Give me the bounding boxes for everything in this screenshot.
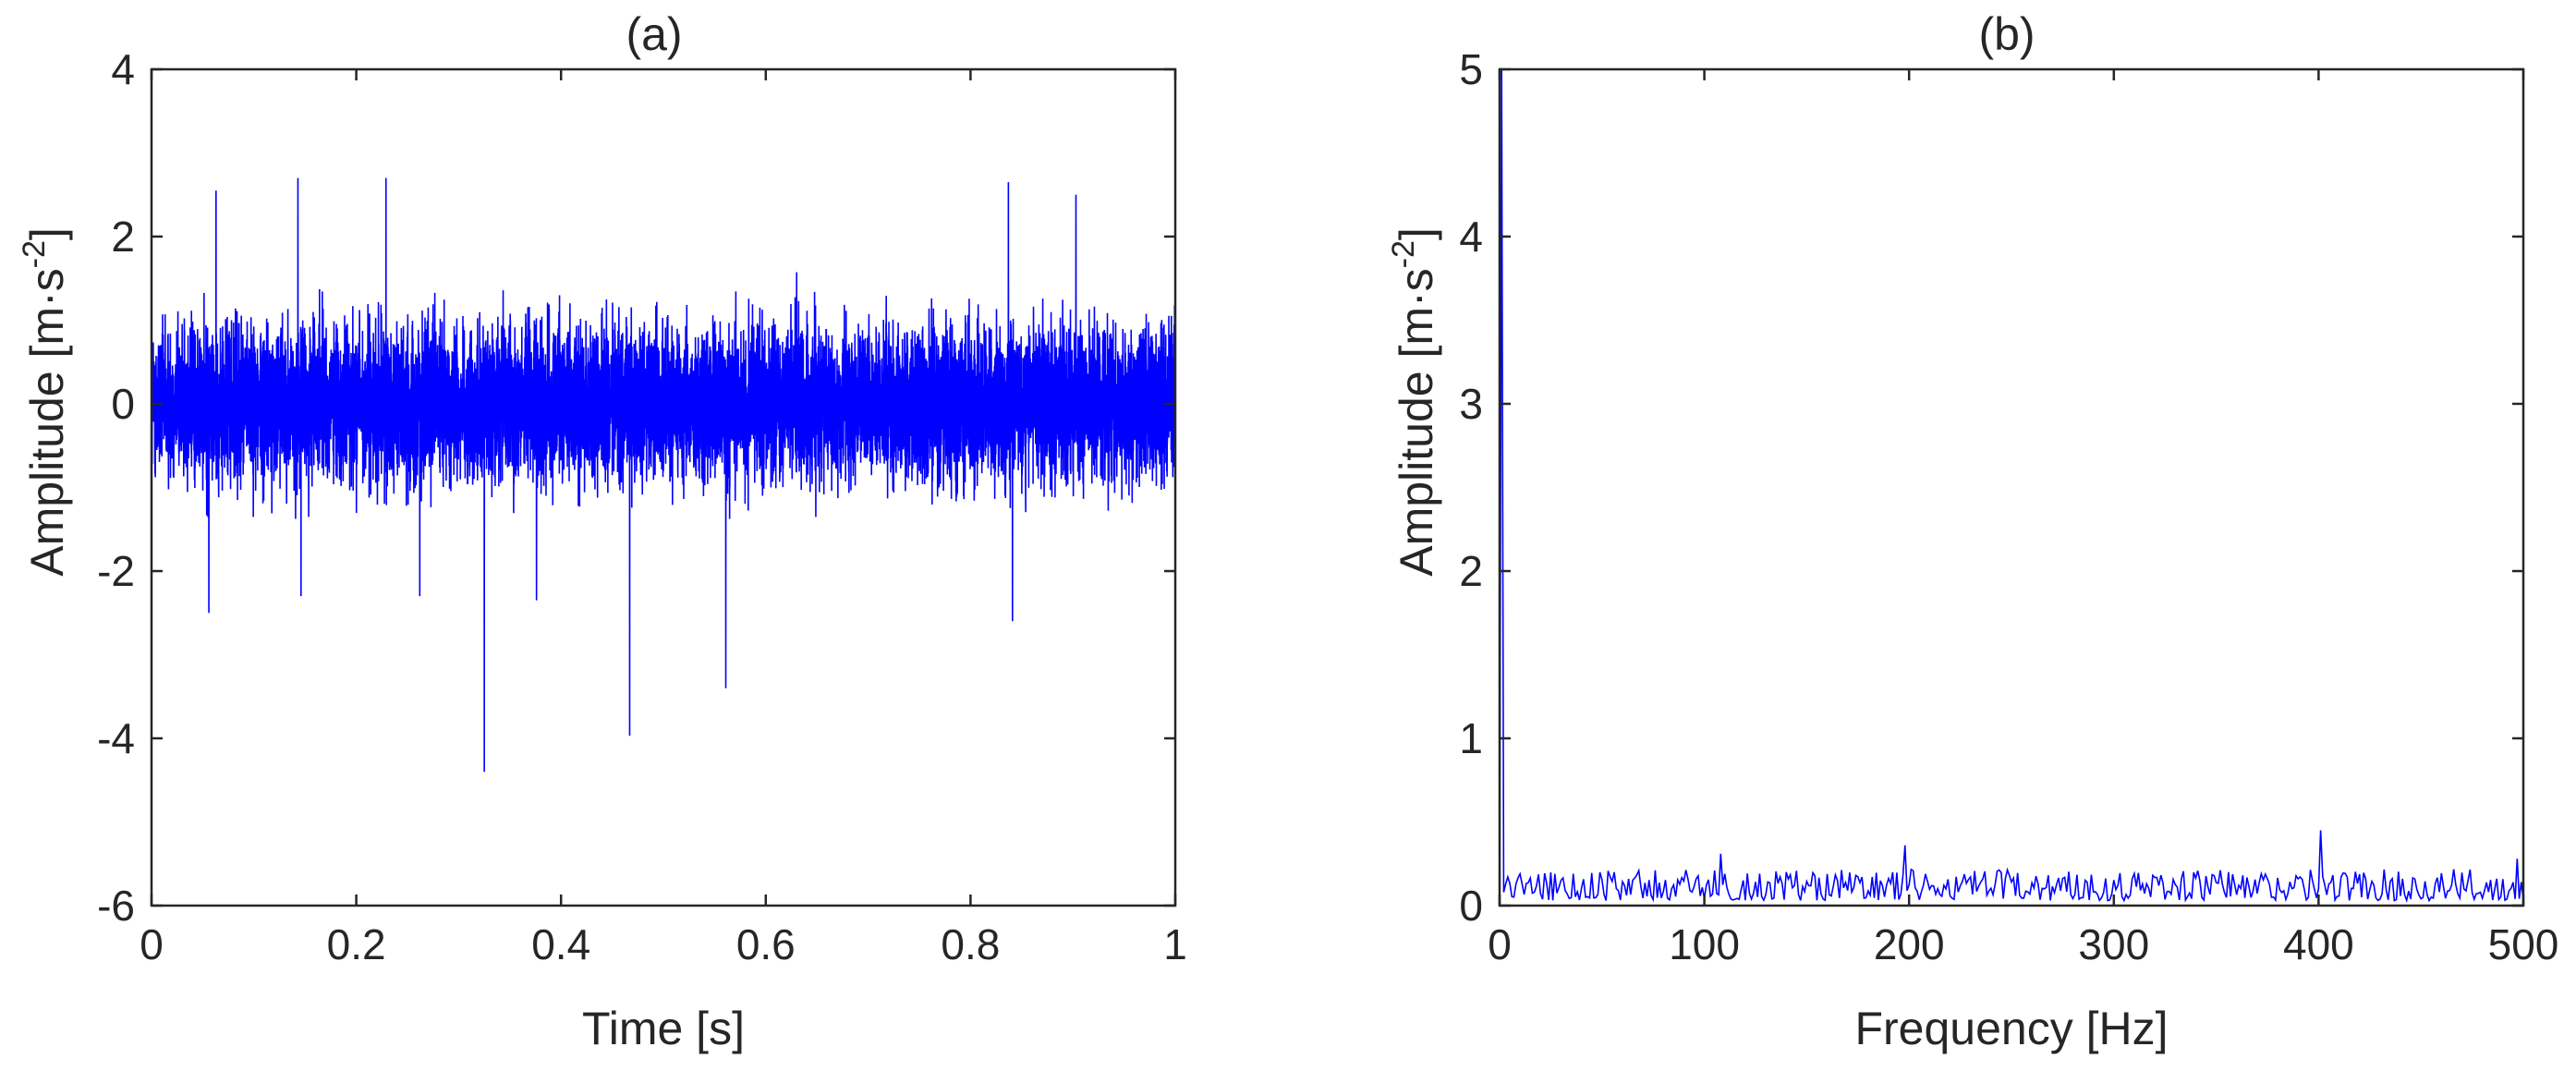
panel-a-x-tick-label: 0.8 bbox=[941, 920, 1000, 968]
panel-a-x-tick-label: 0.6 bbox=[736, 920, 796, 968]
panel-b-x-tick-label: 300 bbox=[2078, 920, 2149, 968]
panel-a-y-label-superscript: -2 bbox=[17, 240, 52, 268]
panel-b-y-label-prefix: Amplitude [m·s bbox=[1391, 268, 1442, 576]
frequency-domain-panel: (b) 0 100 200 300 400 500 0 1 2 3 4 5 Frequency [Hz… bbox=[1386, 8, 2558, 1054]
panel-b-y-tick-label: 1 bbox=[1459, 714, 1483, 762]
panel-b-x-tick-label: 200 bbox=[1874, 920, 1945, 968]
panel-a-ticks: 0 0.2 0.4 0.6 0.8 1 -6 -4 -2 0 2 4 bbox=[97, 45, 1187, 968]
panel-b-x-tick-label: 400 bbox=[2283, 920, 2354, 968]
panel-b-x-axis-label: Frequency [Hz] bbox=[1854, 1003, 2168, 1054]
panel-a-y-tick-label: 2 bbox=[111, 213, 135, 261]
panel-a-title: (a) bbox=[626, 8, 682, 60]
panel-b-ticks: 0 100 200 300 400 500 0 1 2 3 4 5 bbox=[1459, 45, 2558, 968]
panel-a-y-label-suffix: ] bbox=[21, 227, 73, 240]
panel-a-y-tick-label: 4 bbox=[111, 45, 135, 93]
panel-a-y-label-prefix: Amplitude [m·s bbox=[21, 268, 73, 576]
panel-a-y-tick-label: -2 bbox=[97, 547, 135, 595]
panel-b-title: (b) bbox=[1978, 8, 2035, 60]
panel-b-y-label-superscript: -2 bbox=[1386, 240, 1421, 268]
panel-b-y-axis-label: Amplitude [m·s-2] bbox=[1386, 227, 1442, 577]
panel-b-x-tick-label: 100 bbox=[1669, 920, 1740, 968]
panel-a-y-axis-label: Amplitude [m·s-2] bbox=[17, 227, 73, 577]
panel-b-y-tick-label: 5 bbox=[1459, 45, 1483, 93]
panel-b-y-tick-label: 2 bbox=[1459, 547, 1483, 595]
panel-a-y-tick-label: 0 bbox=[111, 380, 135, 428]
time-signal-line bbox=[151, 177, 1176, 773]
panel-a-y-tick-label: -6 bbox=[97, 882, 135, 930]
panel-a-axes-box bbox=[150, 67, 1177, 907]
panel-b-y-tick-label: 0 bbox=[1459, 882, 1483, 930]
panel-b-x-tick-label: 500 bbox=[2488, 920, 2559, 968]
panel-a-x-tick-label: 0.2 bbox=[327, 920, 386, 968]
panel-a-x-tick-label: 1 bbox=[1163, 920, 1187, 968]
panel-b-y-tick-label: 3 bbox=[1459, 380, 1483, 428]
panel-a-x-tick-label: 0.4 bbox=[531, 920, 590, 968]
panel-a-y-tick-label: -4 bbox=[97, 714, 135, 762]
panel-a-x-axis-label: Time [s] bbox=[582, 1003, 745, 1054]
time-signal-plot-area bbox=[151, 177, 1176, 773]
spectrum-plot-area bbox=[1499, 68, 2524, 904]
panel-a-x-tick-label: 0 bbox=[140, 920, 164, 968]
spectrum-line bbox=[1499, 68, 2524, 904]
panel-b-x-tick-label: 0 bbox=[1488, 920, 1512, 968]
time-domain-panel: (a) 0 0.2 0.4 0.6 0.8 1 -6 -4 -2 0 2 4 Time [s] Amp… bbox=[17, 8, 1187, 1054]
panel-b-axes-box bbox=[1498, 67, 2525, 907]
panel-b-y-label-suffix: ] bbox=[1391, 227, 1442, 240]
panel-b-y-tick-label: 4 bbox=[1459, 213, 1483, 261]
